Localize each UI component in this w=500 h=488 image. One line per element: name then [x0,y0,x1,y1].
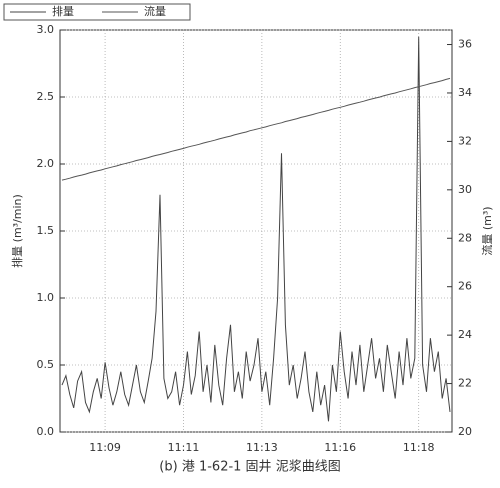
y2-tick-label: 32 [458,134,472,147]
y2-tick-label: 22 [458,377,472,390]
x-tick-label: 11:13 [246,441,278,454]
y2-tick-label: 24 [458,328,472,341]
series-line [61,77,451,181]
series-line [61,36,451,422]
y-tick-label: 1.5 [37,224,55,237]
caption: (b) 港 1-62-1 固井 泥浆曲线图 [159,460,340,475]
x-tick-label: 11:16 [324,441,356,454]
legend-box [3,3,191,21]
y-tick-label: 3.0 [37,23,55,36]
y-tick-label: 2.0 [37,157,55,170]
y2-tick-label: 20 [458,425,472,438]
y-tick-label: 2.5 [37,90,55,103]
legend-label: 流量 [144,4,166,18]
y-axis-label: 排量 (m³/min) [10,194,24,268]
y2-tick-label: 34 [458,86,472,99]
legend-label: 排量 [52,4,74,18]
y2-tick-label: 30 [458,183,472,196]
y2-tick-label: 26 [458,280,472,293]
y2-tick-label: 28 [458,231,472,244]
y-tick-label: 0.0 [37,425,55,438]
y2-tick-label: 36 [458,38,472,51]
y-tick-label: 1.0 [37,291,55,304]
y-tick-label: 0.5 [37,358,55,371]
x-tick-label: 11:11 [168,441,200,454]
y2-axis-label: 流量 (m³) [480,206,494,255]
x-tick-label: 11:09 [89,441,121,454]
x-tick-label: 11:18 [403,441,435,454]
